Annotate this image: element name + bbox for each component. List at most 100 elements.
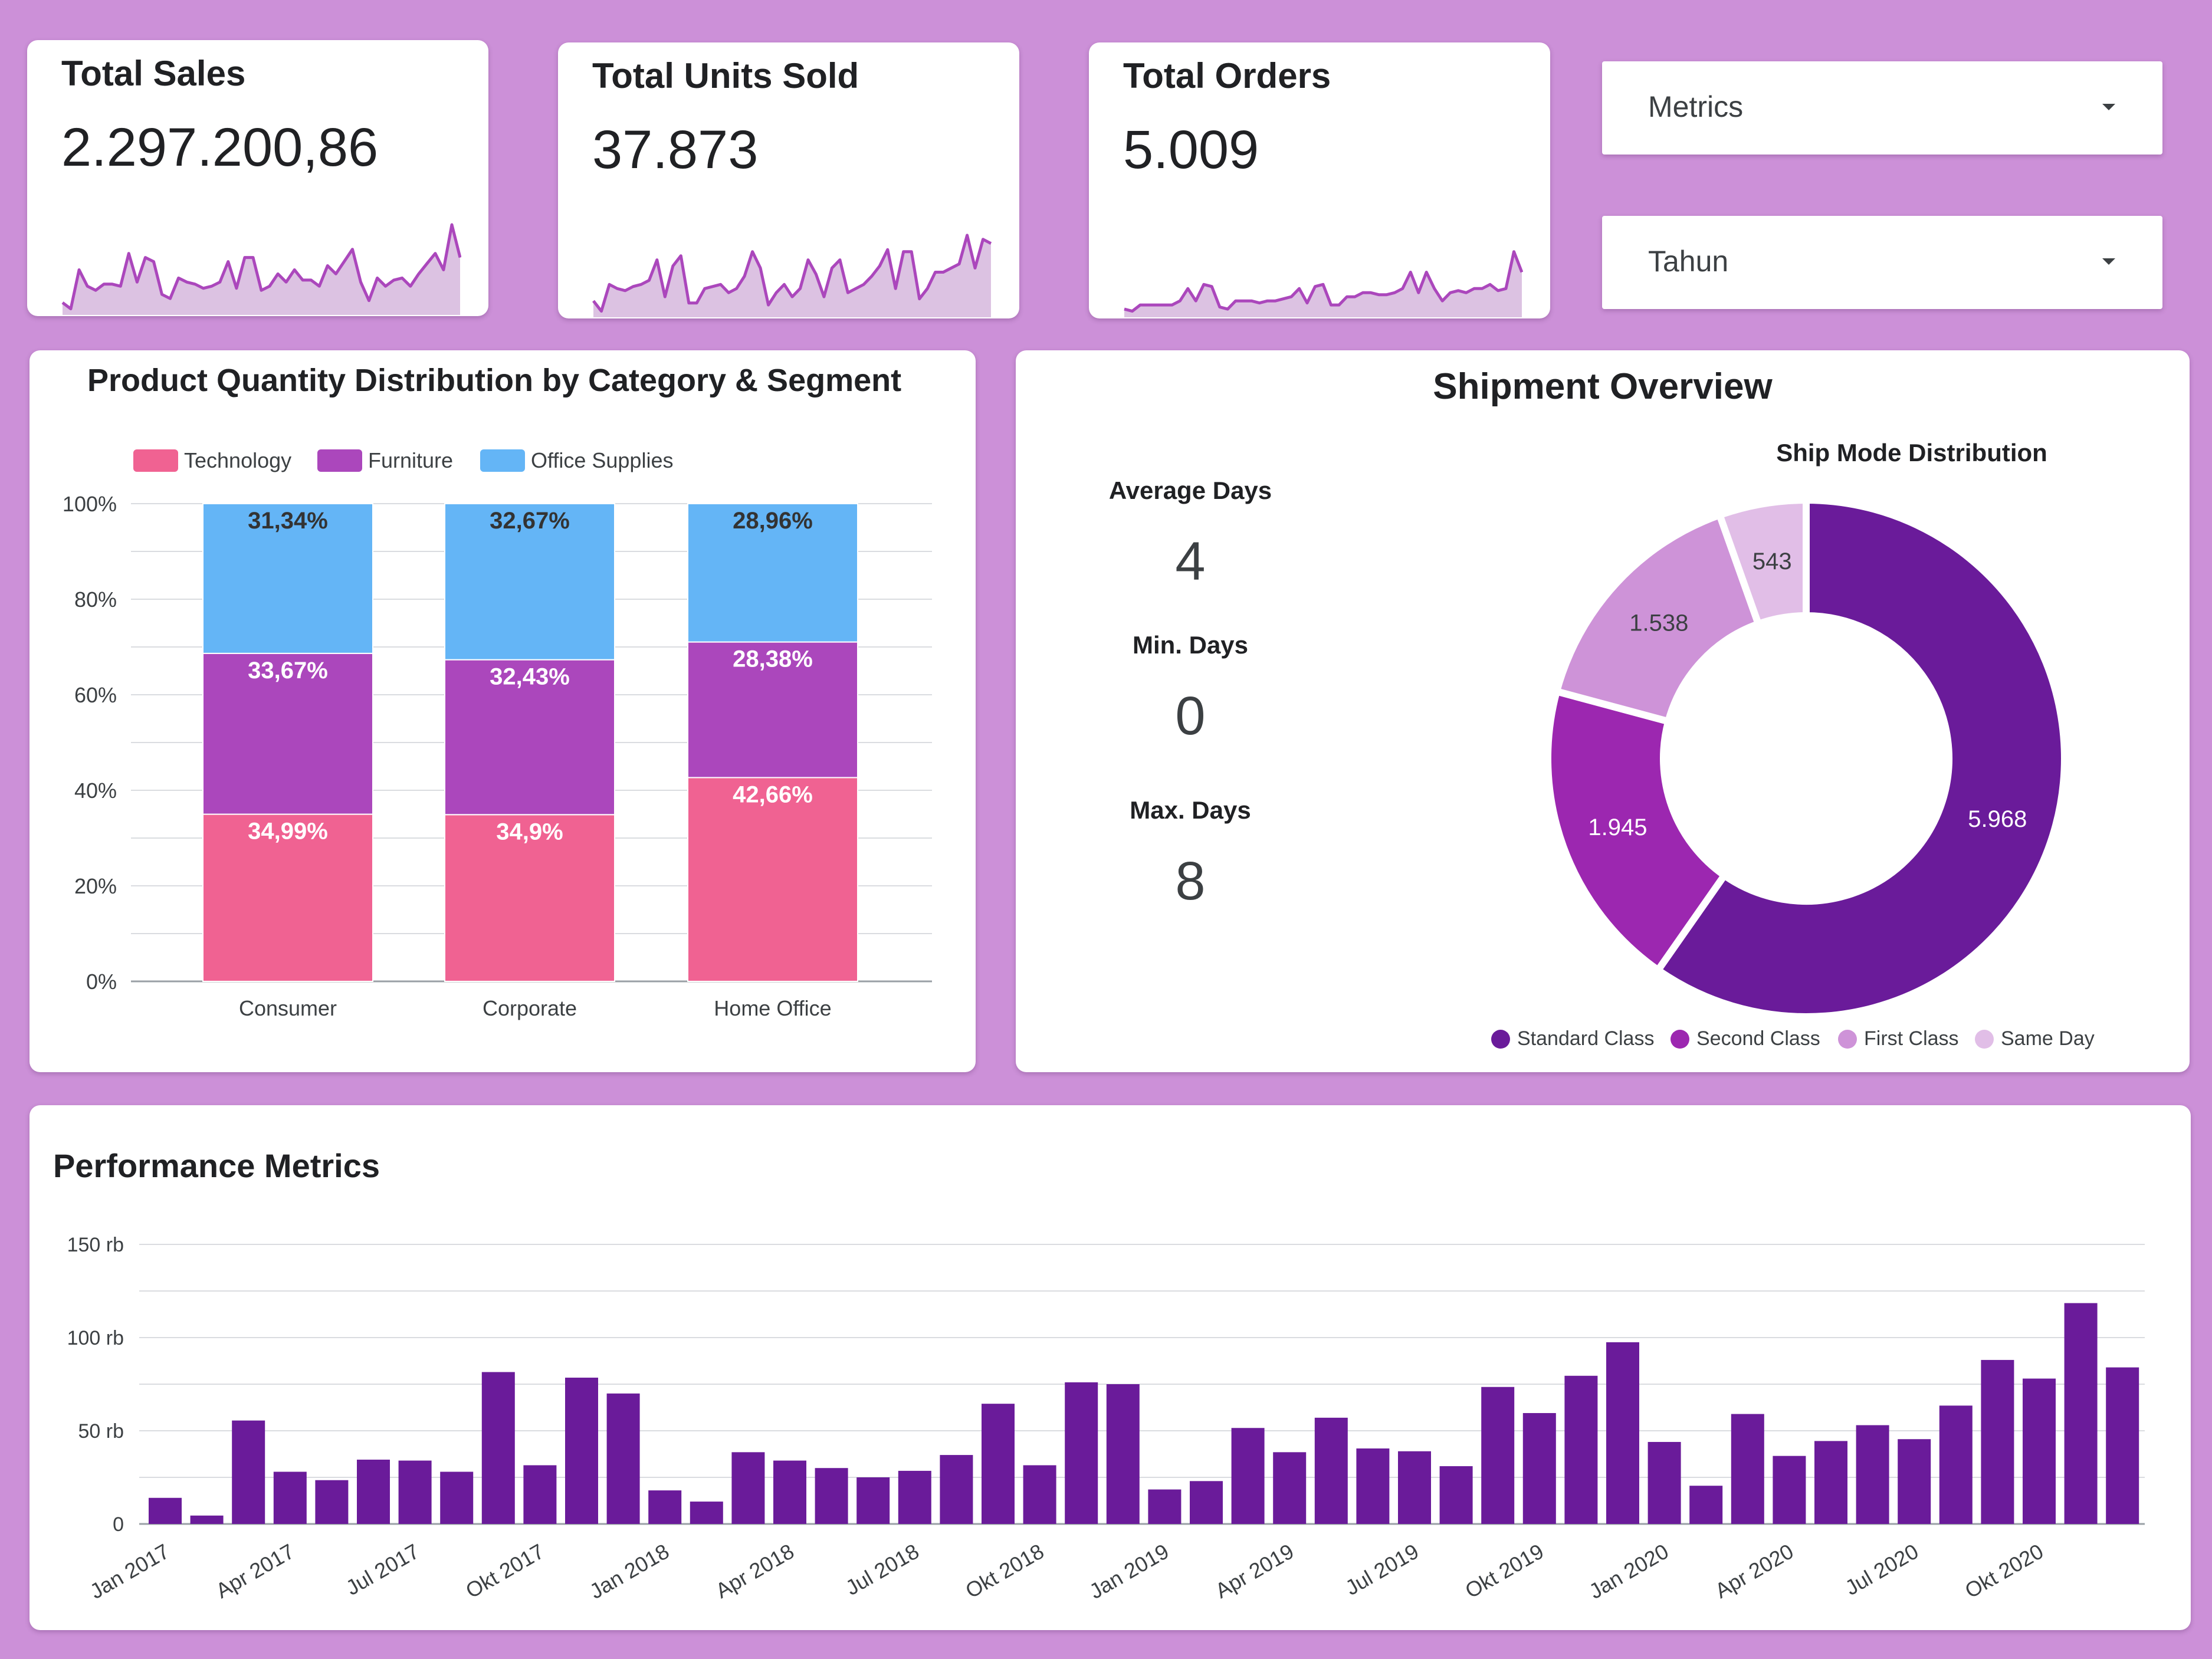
bar (481, 1372, 515, 1524)
metrics-dropdown[interactable]: Metrics (1602, 61, 2162, 155)
bar (1773, 1456, 1806, 1524)
caret-down-icon (2102, 258, 2115, 265)
panel-title: Performance Metrics (53, 1147, 380, 1184)
x-tick-label: Apr 2017 (212, 1539, 298, 1603)
bar (565, 1377, 598, 1524)
bar (773, 1460, 806, 1524)
bar (273, 1471, 307, 1524)
bar (1606, 1342, 1639, 1524)
stat-label-min-days: Min. Days (1132, 631, 1249, 659)
slice-label: 543 (1752, 548, 1792, 574)
bar (1273, 1452, 1307, 1524)
slice-label: 1.538 (1629, 610, 1688, 636)
bar (523, 1465, 557, 1524)
bar (149, 1497, 182, 1524)
stat-value-average-days: 4 (1175, 531, 1206, 592)
slice-label: 1.945 (1588, 814, 1647, 840)
y-tick-label: 60% (74, 683, 117, 707)
kpi-title: Total Orders (1123, 56, 1331, 96)
bar (1148, 1489, 1182, 1524)
legend-item-same-day[interactable]: Same Day (1975, 1027, 2095, 1050)
legend-dot (1671, 1029, 1689, 1049)
bar (982, 1404, 1015, 1524)
donut-title: Ship Mode Distribution (1776, 439, 2047, 467)
legend-label: Office Supplies (531, 448, 674, 472)
kpi-card-total-units-sold: Total Units Sold 37.873 (558, 42, 1019, 318)
panel-title: Shipment Overview (1433, 366, 1773, 407)
bar-segment (444, 659, 615, 816)
stacked-bar-chart: 0% 20% 40% 60% 80% 100% 34,99% 33,67% 31,34% Cons… (63, 492, 932, 1020)
monthly-bar-chart: 0 50 rb 100 rb 150 rb Jan 2017 Apr 2017 Jul 20… (67, 1234, 2145, 1604)
bar (606, 1393, 640, 1524)
bar (2023, 1378, 2056, 1524)
bar (1439, 1466, 1473, 1524)
x-tick-label: Jul 2018 (841, 1539, 923, 1600)
bar (1314, 1417, 1348, 1524)
data-label: 34,9% (496, 819, 563, 845)
bar-segment (444, 814, 615, 982)
data-label: 33,67% (248, 658, 328, 684)
sparkline-line (61, 223, 461, 311)
y-tick-label: 0 (113, 1513, 124, 1536)
legend-dot (1491, 1029, 1510, 1049)
kpi-title: Total Units Sold (592, 56, 859, 96)
bar (940, 1455, 973, 1524)
stat-value-max-days: 8 (1175, 851, 1206, 911)
x-tick-label: Apr 2019 (1211, 1539, 1298, 1603)
x-tick-label: Okt 2018 (961, 1539, 1048, 1603)
dropdown-label: Tahun (1648, 245, 1729, 278)
bar-segment (687, 641, 858, 778)
kpi-title: Total Sales (61, 54, 246, 93)
legend-label: First Class (1864, 1027, 1959, 1050)
legend-item-second-class[interactable]: Second Class (1671, 1027, 1820, 1050)
legend-item-first-class[interactable]: First Class (1838, 1027, 1959, 1050)
bar (1065, 1382, 1098, 1524)
data-label: 28,38% (733, 646, 813, 672)
bar (648, 1490, 682, 1524)
x-tick-label: Okt 2019 (1461, 1539, 1548, 1603)
bar (1939, 1405, 1973, 1524)
x-tick-label: Jan 2017 (86, 1539, 173, 1604)
bar (398, 1460, 432, 1524)
sparkline (61, 223, 461, 315)
x-tick-label: Apr 2020 (1711, 1539, 1797, 1603)
y-tick-label: 100 rb (67, 1327, 124, 1349)
bar (1647, 1441, 1681, 1524)
legend-item-technology[interactable]: Technology (133, 448, 291, 473)
bar (1398, 1451, 1431, 1524)
legend-item-standard-class[interactable]: Standard Class (1491, 1027, 1654, 1050)
caret-down-icon (2102, 104, 2115, 110)
x-tick-label: Consumer (239, 996, 337, 1020)
panel-title: Product Quantity Distribution by Categor… (87, 363, 902, 398)
x-tick-label: Jul 2017 (342, 1539, 423, 1600)
bar (357, 1459, 390, 1524)
year-dropdown[interactable]: Tahun (1602, 216, 2162, 309)
bar-segment (687, 503, 858, 643)
donut-slice (1715, 496, 1810, 629)
stat-label-max-days: Max. Days (1130, 796, 1251, 824)
bar (190, 1515, 224, 1524)
x-tick-label: Jul 2019 (1341, 1539, 1423, 1600)
x-tick-label: Corporate (483, 996, 577, 1020)
bar (1689, 1486, 1723, 1524)
bar (1522, 1412, 1556, 1524)
bar (1856, 1425, 1889, 1524)
legend-item-furniture[interactable]: Furniture (317, 448, 453, 473)
x-tick-label: Jan 2019 (1085, 1539, 1173, 1604)
y-tick-label: 80% (74, 587, 117, 612)
sparkline-area (593, 235, 991, 317)
data-label: 32,43% (490, 664, 570, 690)
legend-dot (1838, 1029, 1857, 1049)
data-label: 34,99% (248, 819, 328, 845)
y-tick-label: 100% (63, 492, 117, 516)
legend-item-office-supplies[interactable]: Office Supplies (480, 448, 673, 473)
data-label: 42,66% (733, 781, 813, 807)
bar (1023, 1465, 1056, 1524)
bar (1814, 1441, 1847, 1524)
kpi-value: 37.873 (592, 120, 759, 180)
legend-dot (1975, 1029, 1994, 1049)
bar (690, 1502, 723, 1524)
kpi-value: 2.297.200,86 (61, 117, 379, 178)
sparkline-area (63, 225, 460, 315)
data-label: 31,34% (248, 508, 328, 534)
